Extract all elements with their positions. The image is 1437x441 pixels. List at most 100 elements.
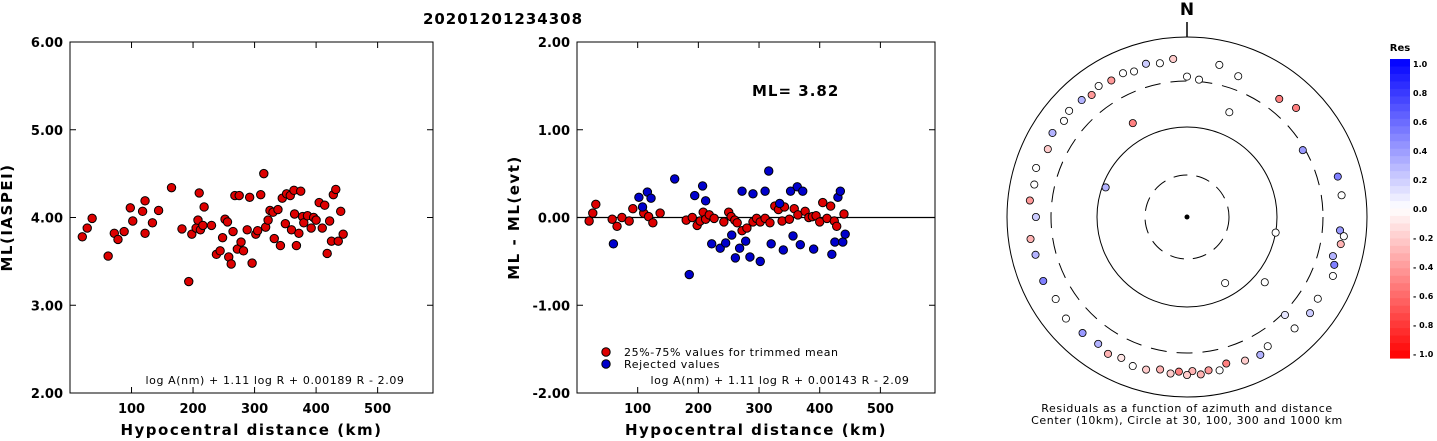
station-point (1336, 240, 1345, 249)
station-point (1039, 277, 1048, 286)
data-point (840, 229, 850, 239)
colorbar-segment (1390, 73, 1410, 83)
data-point (720, 238, 731, 248)
data-point (333, 236, 343, 246)
data-point (646, 193, 656, 203)
data-point (709, 213, 719, 224)
colorbar-segment (1390, 178, 1410, 187)
data-point (808, 244, 819, 254)
colorbar-segment (1390, 223, 1410, 232)
data-point (637, 202, 648, 212)
station-point (1188, 367, 1197, 376)
x-tick-label: 100 (624, 402, 651, 417)
data-point (830, 237, 840, 247)
colorbar-segment (1390, 313, 1410, 322)
formula-text: log A(nm) + 1.11 log R + 0.00143 R - 2.0… (650, 374, 909, 387)
data-point (103, 251, 113, 261)
data-point (236, 237, 246, 247)
station-point (1183, 370, 1192, 379)
station-point (1234, 72, 1243, 81)
data-point (727, 230, 737, 240)
y-tick-label: 2.00 (31, 387, 63, 402)
data-point (238, 246, 249, 256)
data-point (755, 256, 765, 267)
data-point (194, 188, 204, 198)
station-point (1196, 370, 1205, 379)
colorbar-segment (1390, 343, 1410, 352)
data-point (336, 206, 346, 217)
station-point (1117, 353, 1126, 362)
azimuth-residual-polar-plot: N Residuals as a function of azimuth and… (1006, 0, 1368, 427)
data-point (311, 215, 321, 225)
data-point (289, 209, 300, 219)
station-point (1174, 367, 1183, 376)
y-tick-label: -1.00 (533, 299, 570, 314)
station-point (1215, 366, 1224, 375)
data-point (217, 232, 228, 243)
station-point (1094, 82, 1103, 91)
station-point (1339, 232, 1348, 241)
data-point (242, 225, 252, 235)
data-point (256, 189, 266, 200)
station-point (1104, 349, 1113, 358)
station-point (1336, 226, 1345, 235)
colorbar-segment (1390, 268, 1410, 277)
data-point (286, 225, 297, 235)
data-point (707, 239, 717, 249)
colorbar-label: 0.4 (1413, 147, 1428, 156)
x-tick-label: 500 (867, 402, 894, 417)
data-point (269, 233, 279, 244)
data-point (324, 216, 335, 226)
station-point (1156, 365, 1165, 374)
y-tick-label: 2.00 (538, 36, 570, 51)
x-tick-label: 300 (745, 402, 772, 417)
colorbar-segment (1390, 290, 1410, 299)
station-point (1183, 72, 1192, 81)
legend-label: 25%-75% values for trimmed mean (624, 346, 839, 359)
data-point (774, 198, 785, 209)
data-point (588, 208, 598, 218)
station-point (1141, 59, 1150, 68)
data-point (655, 208, 665, 218)
colorbar-segment (1390, 305, 1410, 314)
data-point (125, 203, 135, 213)
data-point (291, 240, 302, 251)
data-point (795, 240, 805, 250)
data-point (737, 186, 747, 196)
station-point (1026, 234, 1035, 243)
y-axis-label: ML - ML(evt) (505, 155, 523, 279)
y-tick-label: 5.00 (31, 124, 63, 139)
data-point (690, 190, 700, 201)
data-point (280, 218, 291, 229)
station-point (1048, 128, 1057, 137)
colorbar-segment (1390, 275, 1410, 284)
colorbar-label: - 1.0 (1413, 350, 1434, 359)
colorbar-segment (1390, 253, 1410, 262)
colorbar-segment (1390, 193, 1410, 202)
colorbar-segment (1390, 133, 1410, 142)
data-point (785, 186, 796, 196)
station-point (1078, 329, 1087, 338)
residual-colorbar: Res 1.0 0.8 0.6 0.4 0.2 0.0 - 0.2 - 0.4 - 0.6 - 0… (1390, 43, 1434, 359)
station-point (1061, 314, 1070, 323)
data-point (322, 248, 332, 259)
station-point (1271, 228, 1280, 237)
data-point (839, 209, 849, 219)
station-point (1030, 180, 1039, 189)
station-point (1215, 60, 1224, 69)
colorbar-segment (1390, 103, 1410, 112)
colorbar-label: - 0.2 (1413, 234, 1433, 243)
colorbar-label: 1.0 (1413, 60, 1428, 69)
data-point (87, 213, 97, 224)
colorbar-segment (1390, 186, 1410, 195)
legend-label: Rejected values (624, 358, 720, 371)
colorbar-segment (1390, 156, 1410, 165)
station-point (1328, 271, 1337, 280)
data-point (77, 232, 88, 242)
data-point (140, 196, 150, 206)
x-tick-label: 400 (806, 402, 833, 417)
station-point (1298, 146, 1307, 155)
x-axis-label: Hypocentral distance (km) (120, 421, 382, 439)
colorbar-label: 0.0 (1413, 205, 1428, 214)
station-point (1313, 294, 1322, 303)
